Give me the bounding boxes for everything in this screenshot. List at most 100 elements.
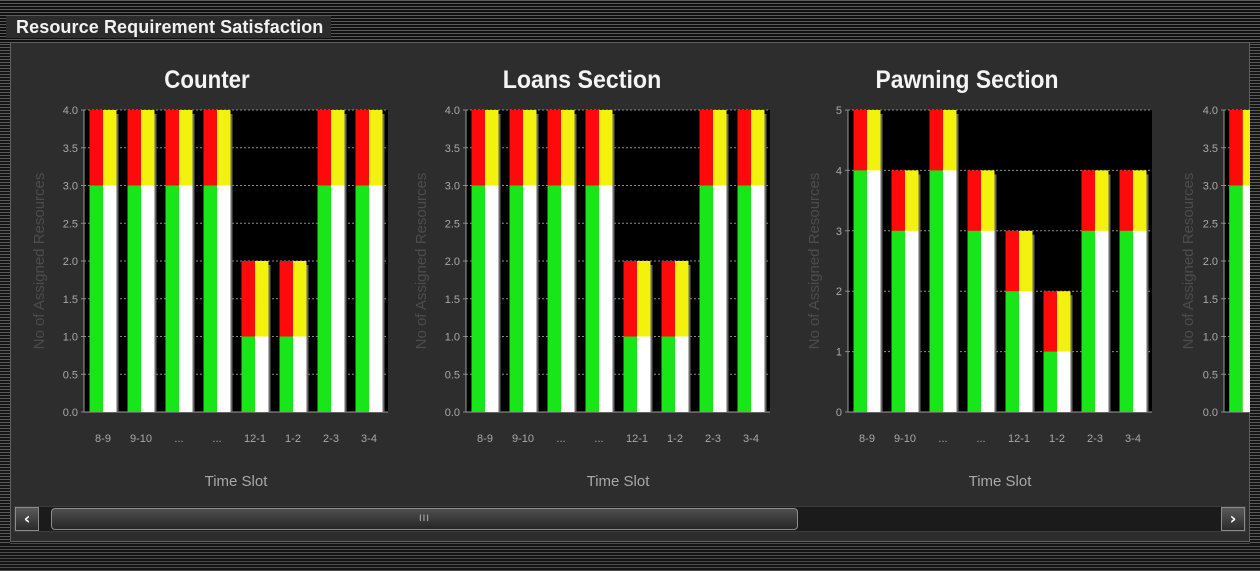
- bar-assigned: [547, 185, 561, 412]
- scroll-thumb[interactable]: III: [51, 508, 798, 530]
- chart-title: Counter: [164, 66, 250, 94]
- bar-assigned: [1229, 185, 1243, 412]
- bar-assigned: [279, 336, 293, 412]
- x-axis-label: Time Slot: [205, 473, 269, 490]
- y-tick-label: 3.0: [63, 181, 78, 193]
- y-axis-label: No of Assigned Resources: [806, 173, 823, 350]
- x-tick-label: 12-1: [244, 433, 266, 445]
- x-tick-label: ...: [938, 433, 947, 445]
- x-tick-label: 12-1: [626, 433, 648, 445]
- bar-assigned: [699, 185, 713, 412]
- bar-assigned: [1005, 291, 1019, 412]
- x-tick-label: 9-10: [894, 433, 916, 445]
- bar-assigned: [485, 185, 499, 412]
- y-tick-label: 2.5: [1203, 218, 1218, 230]
- left-border: [0, 44, 10, 544]
- y-tick-label: 5: [836, 105, 842, 117]
- bar-assigned: [255, 336, 269, 412]
- y-axis-label: No of Assigned Resources: [31, 173, 48, 350]
- bar-assigned: [103, 185, 117, 412]
- right-border: [1250, 44, 1260, 544]
- y-tick-label: 0.5: [63, 369, 78, 381]
- bar-assigned: [355, 185, 369, 412]
- bar-assigned: [1119, 230, 1133, 412]
- y-axis-label: No of Assigned Resources: [1180, 173, 1197, 350]
- x-tick-label: 9-10: [130, 433, 152, 445]
- x-tick-label: 3-4: [1125, 433, 1141, 445]
- y-tick-label: 0.0: [445, 407, 460, 419]
- bar-assigned: [661, 336, 675, 412]
- chart-title: Pawning Section: [876, 66, 1059, 94]
- bar-assigned: [637, 336, 651, 412]
- y-tick-label: 3.0: [1203, 181, 1218, 193]
- bar-assigned: [293, 336, 307, 412]
- x-tick-label: 12-1: [1008, 433, 1030, 445]
- y-tick-label: 1.0: [445, 332, 460, 344]
- x-tick-label: ...: [976, 433, 985, 445]
- bar-assigned: [929, 170, 943, 412]
- y-tick-label: 2: [836, 286, 842, 298]
- bar-assigned: [509, 185, 523, 412]
- bar-assigned: [867, 170, 881, 412]
- y-tick-label: 2.5: [445, 218, 460, 230]
- bar-assigned: [891, 230, 905, 412]
- bar-assigned: [751, 185, 765, 412]
- bar-assigned: [217, 185, 231, 412]
- title-bar: Resource Requirement Satisfaction: [0, 0, 1260, 44]
- y-tick-label: 3.0: [445, 181, 460, 193]
- y-tick-label: 2.0: [1203, 256, 1218, 268]
- x-tick-label: ...: [212, 433, 221, 445]
- y-tick-label: 1.5: [1203, 294, 1218, 306]
- horizontal-scrollbar[interactable]: ‹ III ›: [14, 506, 1246, 532]
- y-tick-label: 1.0: [63, 332, 78, 344]
- x-tick-label: 3-4: [361, 433, 377, 445]
- bar-assigned: [1081, 230, 1095, 412]
- x-tick-label: 8-9: [477, 433, 493, 445]
- y-tick-label: 1.5: [63, 294, 78, 306]
- x-tick-label: 1-2: [667, 433, 683, 445]
- bar-assigned: [141, 185, 155, 412]
- x-axis-label: Time Slot: [587, 473, 651, 490]
- x-tick-label: 9-10: [512, 433, 534, 445]
- y-tick-label: 2.0: [445, 256, 460, 268]
- x-tick-label: 8-9: [95, 433, 111, 445]
- scroll-right-button[interactable]: ›: [1221, 507, 1245, 531]
- y-tick-label: 3.5: [63, 143, 78, 155]
- bar-assigned: [203, 185, 217, 412]
- bar-assigned: [967, 230, 981, 412]
- y-tick-label: 3.5: [445, 143, 460, 155]
- x-tick-label: ...: [594, 433, 603, 445]
- x-tick-label: ...: [174, 433, 183, 445]
- y-tick-label: 0: [836, 407, 842, 419]
- bar-assigned: [943, 170, 957, 412]
- scroll-left-button[interactable]: ‹: [15, 507, 39, 531]
- x-tick-label: 1-2: [1049, 433, 1065, 445]
- bar-assigned: [331, 185, 345, 412]
- x-tick-label: 2-3: [1087, 433, 1103, 445]
- bar-assigned: [1133, 230, 1147, 412]
- x-tick-label: 3-4: [743, 433, 759, 445]
- y-tick-label: 3.5: [1203, 143, 1218, 155]
- x-tick-label: 2-3: [705, 433, 721, 445]
- bar-assigned: [737, 185, 751, 412]
- x-tick-label: 2-3: [323, 433, 339, 445]
- x-tick-label: 8-9: [859, 433, 875, 445]
- y-tick-label: 0.5: [445, 369, 460, 381]
- bar-assigned: [561, 185, 575, 412]
- bar-assigned: [623, 336, 637, 412]
- y-tick-label: 2.0: [63, 256, 78, 268]
- arrow-left-icon: ‹: [23, 509, 31, 528]
- y-tick-label: 4.0: [1203, 105, 1218, 117]
- bar-assigned: [471, 185, 485, 412]
- y-tick-label: 2.5: [63, 218, 78, 230]
- bar-assigned: [675, 336, 689, 412]
- chart-title: Loans Section: [503, 66, 662, 94]
- bar-assigned: [1043, 351, 1057, 412]
- y-tick-label: 1: [836, 347, 842, 359]
- bar-assigned: [713, 185, 727, 412]
- y-tick-label: 1.5: [445, 294, 460, 306]
- scroll-thumb-grip: III: [419, 514, 430, 524]
- y-tick-label: 4.0: [445, 105, 460, 117]
- bar-assigned: [89, 185, 103, 412]
